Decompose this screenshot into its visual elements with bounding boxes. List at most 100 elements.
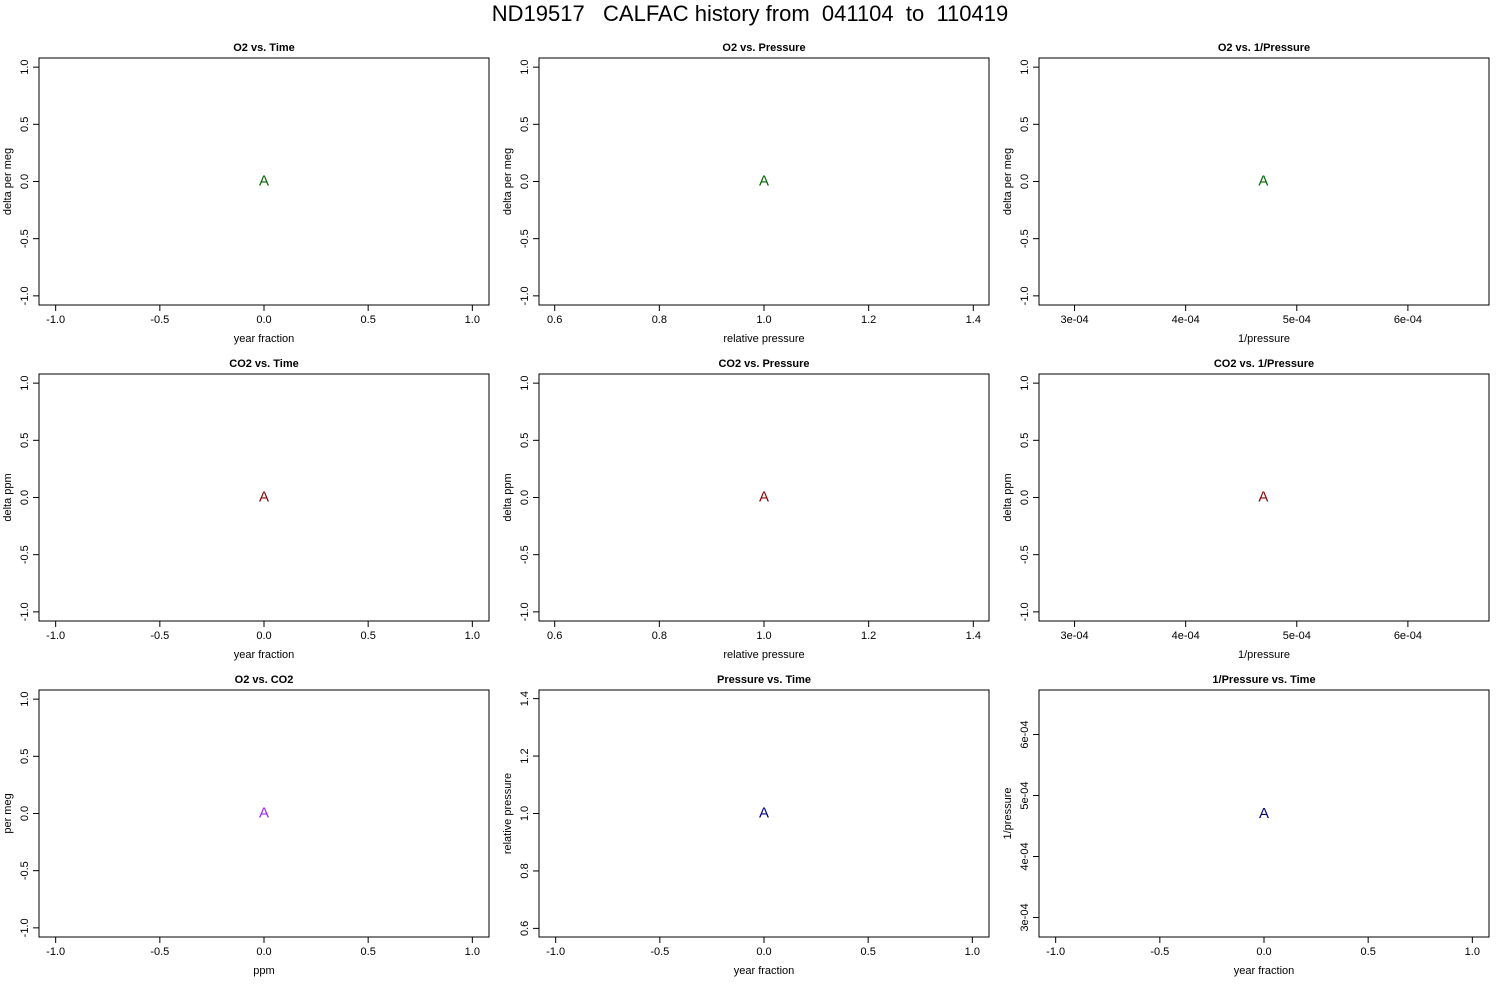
- y-tick-label: 0.8: [519, 863, 531, 878]
- y-tick-label: -1.0: [19, 286, 31, 305]
- point-marker: A: [759, 172, 769, 189]
- x-tick-label: 1.2: [861, 630, 876, 642]
- y-axis-label: 1/pressure: [1002, 788, 1014, 840]
- point-marker: A: [259, 172, 269, 189]
- x-tick-label: 0.5: [861, 946, 876, 958]
- point-marker: A: [1258, 172, 1268, 189]
- y-tick-label: 0.5: [519, 433, 531, 448]
- panel-title: O2 vs. 1/Pressure: [1218, 42, 1310, 54]
- x-tick-label: 0.0: [256, 946, 271, 958]
- panel-title: O2 vs. CO2: [235, 674, 294, 686]
- y-tick-label: 1.0: [519, 59, 531, 74]
- x-tick-label: -1.0: [1046, 946, 1065, 958]
- y-tick-label: 0.0: [519, 174, 531, 189]
- y-tick-label: 0.5: [19, 433, 31, 448]
- y-tick-label: 0.5: [519, 117, 531, 132]
- y-tick-label: 0.0: [519, 490, 531, 505]
- panel-title: O2 vs. Time: [233, 42, 295, 54]
- x-tick-label: -0.5: [150, 630, 169, 642]
- y-tick-label: -0.5: [1019, 545, 1031, 564]
- x-tick-label: 3e-04: [1060, 314, 1088, 326]
- y-tick-label: 1.2: [519, 748, 531, 763]
- y-tick-label: -1.0: [19, 602, 31, 621]
- y-tick-label: 3e-04: [1019, 903, 1031, 931]
- y-tick-label: 1.0: [19, 375, 31, 390]
- x-tick-label: 0.8: [652, 314, 667, 326]
- x-axis-label: year fraction: [234, 649, 295, 661]
- y-axis-label: delta ppm: [502, 473, 514, 521]
- y-tick-label: 0.0: [19, 490, 31, 505]
- x-tick-label: 0.5: [361, 314, 376, 326]
- x-tick-label: -1.0: [46, 314, 65, 326]
- y-tick-label: -0.5: [19, 861, 31, 880]
- x-tick-label: 0.5: [1361, 946, 1376, 958]
- panel-title: CO2 vs. 1/Pressure: [1214, 358, 1314, 370]
- x-axis-label: year fraction: [1234, 965, 1295, 977]
- y-tick-label: -0.5: [519, 545, 531, 564]
- y-tick-label: 5e-04: [1019, 781, 1031, 809]
- y-tick-label: 0.0: [19, 806, 31, 821]
- x-tick-label: 6e-04: [1394, 630, 1422, 642]
- x-tick-label: 0.6: [547, 630, 562, 642]
- y-tick-label: -1.0: [1019, 602, 1031, 621]
- point-marker: A: [259, 488, 269, 505]
- x-axis-label: year fraction: [234, 333, 295, 345]
- y-axis-label: per meg: [2, 793, 14, 833]
- point-marker: A: [759, 804, 769, 821]
- y-axis-label: delta per meg: [1002, 148, 1014, 215]
- x-tick-label: 1.0: [465, 946, 480, 958]
- y-axis-label: relative pressure: [502, 773, 514, 854]
- y-tick-label: 0.5: [19, 749, 31, 764]
- x-tick-label: 0.6: [547, 314, 562, 326]
- x-tick-label: 0.0: [756, 946, 771, 958]
- x-tick-label: -0.5: [150, 946, 169, 958]
- y-tick-label: 1.0: [1019, 375, 1031, 390]
- panel-title: CO2 vs. Time: [229, 358, 299, 370]
- y-tick-label: 0.0: [1019, 490, 1031, 505]
- point-marker: A: [1259, 805, 1269, 822]
- y-axis-label: delta ppm: [2, 473, 14, 521]
- y-tick-label: 1.0: [19, 59, 31, 74]
- panel-title: 1/Pressure vs. Time: [1212, 674, 1315, 686]
- x-axis-label: year fraction: [734, 965, 795, 977]
- y-tick-label: -1.0: [1019, 286, 1031, 305]
- x-tick-label: 0.0: [1256, 946, 1271, 958]
- y-tick-label: 1.4: [519, 691, 531, 706]
- y-tick-label: 0.6: [519, 921, 531, 936]
- y-tick-label: 1.0: [1019, 59, 1031, 74]
- x-axis-label: relative pressure: [723, 333, 804, 345]
- x-tick-label: 1.0: [756, 314, 771, 326]
- x-tick-label: 1.4: [966, 314, 981, 326]
- y-tick-label: 1.0: [19, 691, 31, 706]
- x-axis-label: 1/pressure: [1238, 649, 1290, 661]
- x-tick-label: 0.5: [361, 946, 376, 958]
- x-tick-label: 1.0: [965, 946, 980, 958]
- y-tick-label: 0.5: [1019, 433, 1031, 448]
- x-tick-label: 1.4: [966, 630, 981, 642]
- x-axis-label: relative pressure: [723, 649, 804, 661]
- point-marker: A: [759, 488, 769, 505]
- y-tick-label: -0.5: [519, 229, 531, 248]
- x-tick-label: 6e-04: [1394, 314, 1422, 326]
- y-axis-label: delta ppm: [1002, 473, 1014, 521]
- x-tick-label: 1.0: [465, 314, 480, 326]
- y-tick-label: -1.0: [19, 918, 31, 937]
- y-tick-label: 6e-04: [1019, 720, 1031, 748]
- panel-title: CO2 vs. Pressure: [718, 358, 809, 370]
- x-tick-label: 0.5: [361, 630, 376, 642]
- x-tick-label: 1.2: [861, 314, 876, 326]
- x-tick-label: 3e-04: [1060, 630, 1088, 642]
- y-axis-label: delta per meg: [2, 148, 14, 215]
- y-tick-label: -0.5: [19, 545, 31, 564]
- panel-title: O2 vs. Pressure: [722, 42, 805, 54]
- point-marker: A: [259, 804, 269, 821]
- x-tick-label: 4e-04: [1172, 630, 1200, 642]
- x-tick-label: 1.0: [465, 630, 480, 642]
- y-tick-label: 4e-04: [1019, 842, 1031, 870]
- panel-title: Pressure vs. Time: [717, 674, 811, 686]
- x-tick-label: -1.0: [546, 946, 565, 958]
- x-tick-label: 5e-04: [1283, 630, 1311, 642]
- y-tick-label: 0.5: [19, 117, 31, 132]
- x-tick-label: 1.0: [1465, 946, 1480, 958]
